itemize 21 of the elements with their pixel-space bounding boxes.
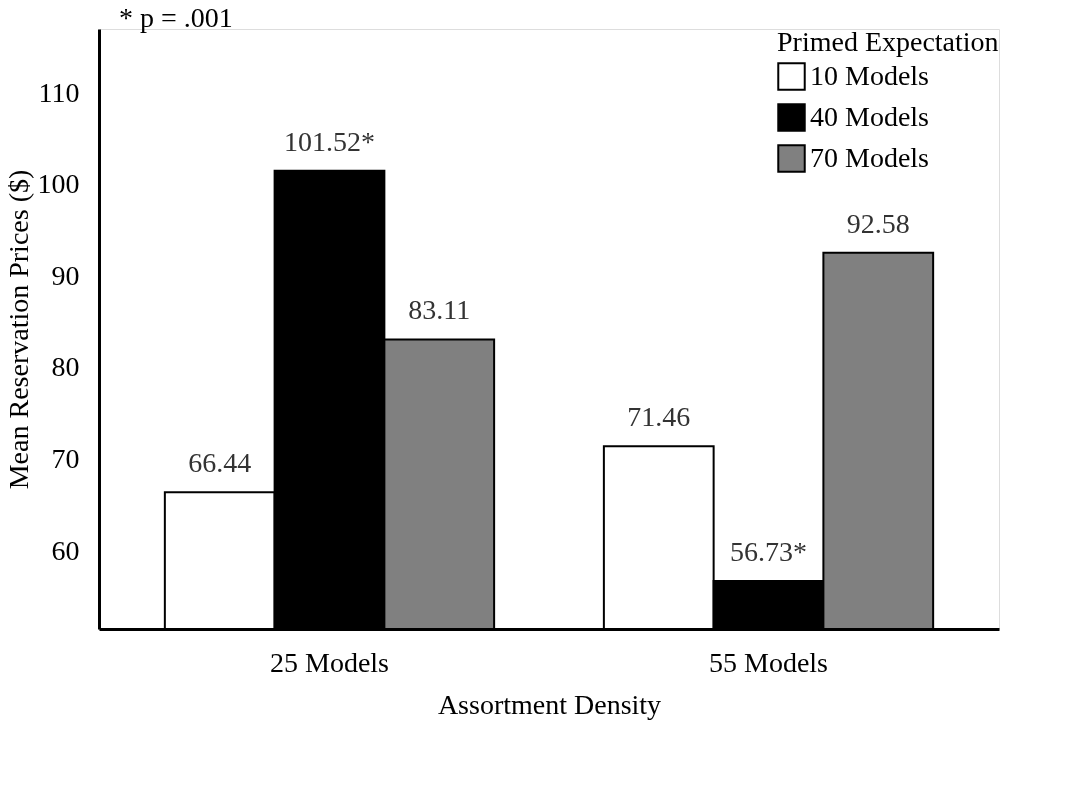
legend-label: 10 Models — [810, 59, 929, 91]
y-tick-label: 80 — [51, 351, 80, 383]
x-axis-title: Assortment Density — [437, 688, 662, 720]
y-tick-label: 70 — [51, 443, 80, 475]
legend-title: Primed Expectation — [777, 26, 999, 57]
legend-label: 70 Models — [810, 141, 929, 173]
y-tick-label: 90 — [51, 259, 80, 291]
y-tick-label: 60 — [51, 534, 80, 566]
data-label: 56.73* — [730, 536, 808, 568]
data-label: 101.52* — [283, 125, 375, 157]
data-label: 92.58 — [846, 207, 910, 239]
y-tick-label: 100 — [37, 168, 80, 200]
data-label: 66.44 — [188, 447, 252, 479]
y-axis-title: Mean Reservation Prices ($) — [2, 169, 34, 490]
x-tick-label: 55 Models — [709, 646, 829, 678]
annotation: * p = .001 — [119, 2, 233, 33]
y-tick-label: 110 — [38, 76, 80, 108]
legend-label: 40 Models — [810, 100, 929, 132]
x-tick-label: 25 Models — [269, 646, 389, 678]
data-label: 71.46 — [627, 401, 691, 433]
data-label: 83.11 — [408, 294, 471, 326]
